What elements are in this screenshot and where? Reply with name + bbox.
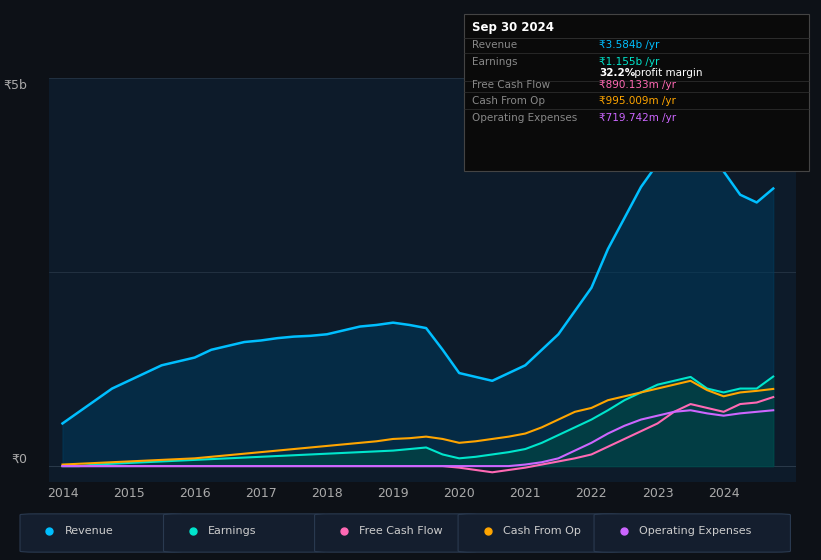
Text: ₹1.155b /yr: ₹1.155b /yr: [599, 57, 660, 67]
Text: Revenue: Revenue: [65, 526, 113, 536]
Text: Cash From Op: Cash From Op: [472, 96, 545, 106]
Text: ₹5b: ₹5b: [3, 78, 27, 91]
Text: Revenue: Revenue: [472, 40, 517, 50]
Text: ₹890.133m /yr: ₹890.133m /yr: [599, 80, 677, 90]
FancyBboxPatch shape: [458, 514, 621, 552]
Text: ₹719.742m /yr: ₹719.742m /yr: [599, 113, 677, 123]
Text: Free Cash Flow: Free Cash Flow: [359, 526, 443, 536]
Text: ₹995.009m /yr: ₹995.009m /yr: [599, 96, 677, 106]
Text: Earnings: Earnings: [208, 526, 257, 536]
Text: Operating Expenses: Operating Expenses: [639, 526, 751, 536]
Text: 32.2%: 32.2%: [599, 68, 635, 78]
FancyBboxPatch shape: [594, 514, 791, 552]
Text: ₹3.584b /yr: ₹3.584b /yr: [599, 40, 660, 50]
FancyBboxPatch shape: [20, 514, 182, 552]
Text: Sep 30 2024: Sep 30 2024: [472, 21, 554, 34]
FancyBboxPatch shape: [163, 514, 326, 552]
Text: ₹0: ₹0: [11, 453, 27, 466]
Text: Cash From Op: Cash From Op: [502, 526, 580, 536]
FancyBboxPatch shape: [314, 514, 477, 552]
Text: Operating Expenses: Operating Expenses: [472, 113, 577, 123]
Text: Earnings: Earnings: [472, 57, 517, 67]
Text: profit margin: profit margin: [631, 68, 702, 78]
Text: Free Cash Flow: Free Cash Flow: [472, 80, 550, 90]
